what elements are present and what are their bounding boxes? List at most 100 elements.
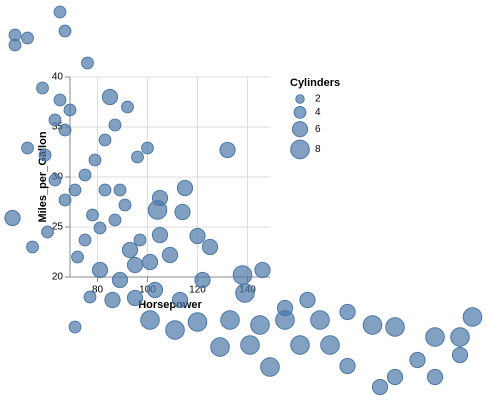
- legend-symbol: [290, 139, 310, 160]
- point: [53, 5, 67, 19]
- point: [83, 290, 97, 304]
- point: [53, 93, 67, 107]
- point: [426, 368, 444, 386]
- y-axis-label: Miles_per_Gallon: [37, 131, 49, 222]
- point: [36, 81, 49, 95]
- point: [86, 208, 99, 222]
- point: [141, 253, 159, 271]
- point: [220, 310, 240, 330]
- point: [71, 250, 84, 264]
- marks: [4, 5, 483, 396]
- point: [339, 303, 356, 321]
- point: [48, 173, 62, 187]
- point: [58, 123, 72, 137]
- legend-label: 2: [315, 94, 321, 105]
- point: [250, 315, 270, 335]
- point: [187, 312, 208, 332]
- point: [101, 88, 119, 106]
- point: [194, 271, 211, 289]
- point: [131, 150, 144, 164]
- legend-title: Cylinders: [290, 77, 340, 89]
- point: [254, 261, 271, 279]
- point: [210, 337, 230, 357]
- point: [78, 168, 92, 182]
- point: [141, 141, 154, 155]
- point: [362, 315, 383, 335]
- point: [58, 24, 72, 38]
- point: [98, 133, 112, 147]
- legend-symbol: [291, 121, 309, 138]
- point: [121, 100, 134, 114]
- point: [371, 378, 389, 396]
- point: [108, 118, 122, 132]
- point: [219, 141, 236, 159]
- point: [41, 225, 54, 239]
- y-tick-label: 25: [52, 222, 64, 233]
- point: [38, 148, 52, 162]
- point: [113, 183, 127, 197]
- y-tick-label: 20: [52, 272, 64, 283]
- point: [386, 368, 404, 386]
- point: [91, 261, 109, 279]
- point: [118, 198, 132, 212]
- point: [385, 317, 405, 337]
- point: [189, 227, 206, 245]
- point: [409, 351, 426, 369]
- point: [8, 38, 22, 52]
- point: [126, 256, 144, 274]
- point: [104, 291, 121, 309]
- point: [425, 327, 445, 347]
- point: [21, 31, 34, 45]
- point: [320, 335, 340, 355]
- legend-symbol: [295, 94, 305, 104]
- legend-symbol: [293, 106, 307, 119]
- legend-label: 6: [315, 124, 321, 135]
- x-tick-label: 80: [92, 285, 104, 296]
- point: [450, 327, 470, 347]
- point: [140, 310, 160, 330]
- point: [78, 233, 92, 247]
- point: [108, 213, 122, 227]
- x-axis-label: Horsepower: [138, 299, 202, 311]
- point: [462, 307, 483, 327]
- point: [171, 291, 189, 309]
- point: [151, 226, 169, 244]
- point: [126, 289, 144, 307]
- point: [121, 241, 139, 259]
- point: [451, 346, 469, 364]
- point: [63, 103, 77, 117]
- point: [299, 291, 316, 309]
- point: [68, 183, 82, 197]
- point: [310, 310, 330, 330]
- point: [339, 357, 356, 375]
- point: [93, 221, 107, 235]
- legend-label: 8: [315, 144, 321, 155]
- point: [58, 193, 72, 207]
- point: [147, 200, 168, 220]
- point: [26, 240, 39, 254]
- point: [146, 281, 164, 299]
- point: [260, 357, 280, 377]
- point: [235, 283, 255, 303]
- point: [88, 153, 102, 167]
- point: [48, 113, 62, 127]
- point: [4, 209, 21, 227]
- point: [21, 141, 34, 155]
- point: [174, 203, 191, 221]
- point: [176, 179, 194, 197]
- point: [275, 310, 295, 330]
- point: [201, 238, 219, 256]
- point: [111, 271, 129, 289]
- point: [232, 265, 253, 285]
- point: [133, 233, 147, 247]
- point: [98, 183, 112, 197]
- x-tick-label: 120: [189, 285, 206, 296]
- point: [68, 320, 82, 334]
- point: [161, 246, 179, 264]
- y-tick-label: 35: [52, 122, 64, 133]
- point: [165, 320, 185, 340]
- point: [81, 56, 94, 70]
- point: [240, 335, 260, 355]
- y-tick-label: 40: [52, 72, 64, 83]
